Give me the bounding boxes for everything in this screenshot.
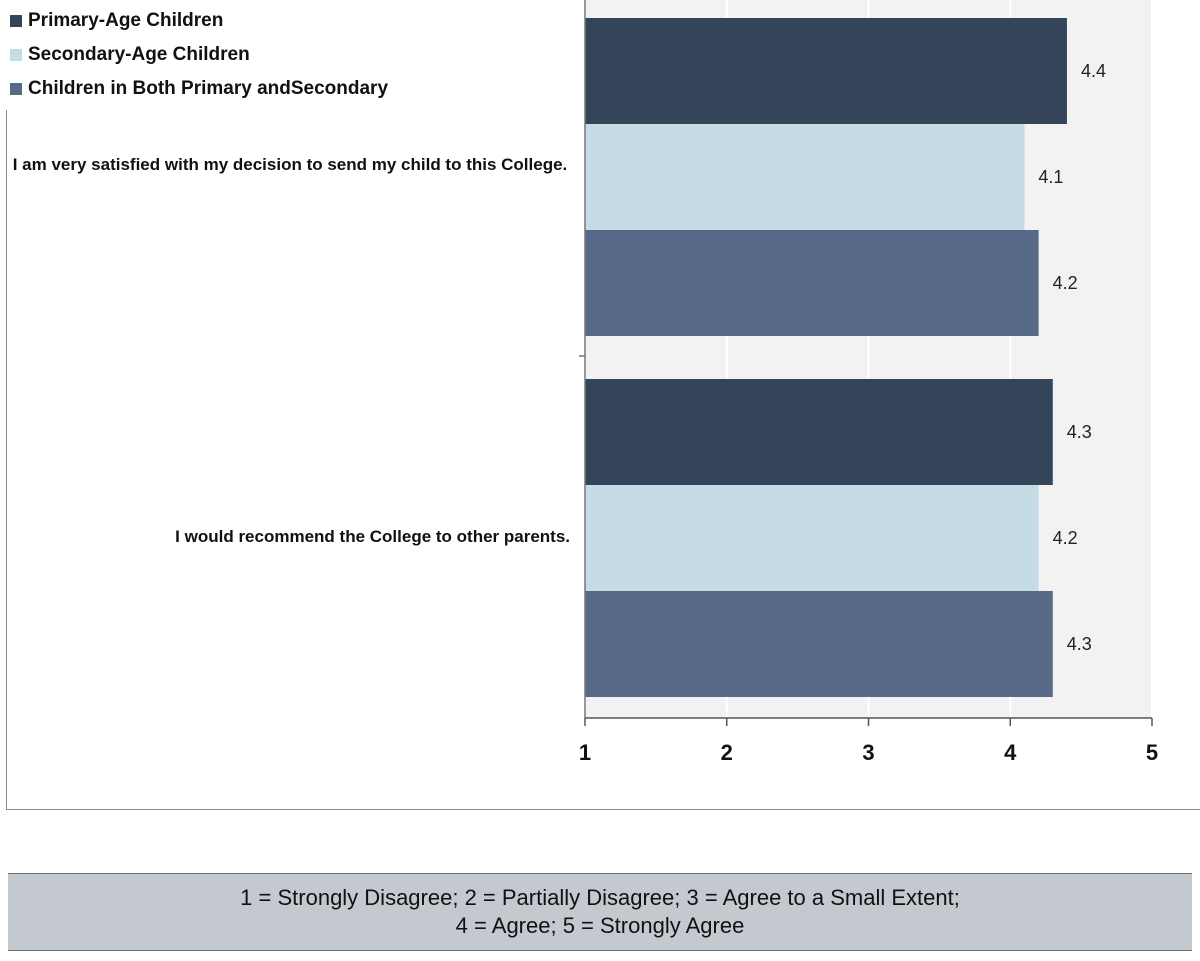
- x-tick-label-3: 4: [1004, 740, 1017, 765]
- chart-frame: [6, 110, 1200, 810]
- legend-item-both: Children in Both Primary andSecondary: [10, 72, 388, 106]
- legend-swatch-secondary: [10, 49, 22, 61]
- data-label-0-2: 4.2: [1053, 273, 1078, 293]
- legend-label-both: Children in Both Primary andSecondary: [28, 78, 389, 99]
- legend-swatch-primary: [10, 15, 22, 27]
- scale-note-line-1: 1 = Strongly Disagree; 2 = Partially Dis…: [240, 885, 960, 910]
- legend-label-primary: Primary-Age Children: [28, 10, 224, 31]
- x-tick-label-0: 1: [579, 740, 591, 765]
- bar-0-0: [585, 18, 1067, 124]
- data-label-1-2: 4.3: [1067, 634, 1092, 654]
- bar-1-0: [585, 379, 1053, 485]
- category-label-satisfied: I am very satisfied with my decision to …: [12, 155, 568, 174]
- scale-note-line-2: 4 = Agree; 5 = Strongly Agree: [455, 913, 745, 938]
- legend-swatch-both: [10, 83, 22, 95]
- data-label-1-1: 4.2: [1053, 528, 1078, 548]
- data-label-0-1: 4.1: [1038, 167, 1063, 187]
- legend-item-primary: Primary-Age Children: [10, 4, 388, 38]
- bar-0-1: [585, 124, 1025, 230]
- bar-1-1: [585, 485, 1039, 591]
- x-tick-label-1: 2: [721, 740, 733, 765]
- data-label-0-0: 4.4: [1081, 61, 1106, 81]
- data-label-1-0: 4.3: [1067, 422, 1092, 442]
- category-label-recommend: I would recommend the College to other p…: [175, 527, 570, 546]
- bar-0-2: [585, 230, 1039, 336]
- x-tick-label-2: 3: [862, 740, 874, 765]
- bar-1-2: [585, 591, 1053, 697]
- legend: Primary-Age Children Secondary-Age Child…: [10, 4, 388, 106]
- legend-item-secondary: Secondary-Age Children: [10, 38, 388, 72]
- x-tick-label-4: 5: [1146, 740, 1158, 765]
- scale-note: 1 = Strongly Disagree; 2 = Partially Dis…: [8, 873, 1192, 951]
- legend-label-secondary: Secondary-Age Children: [28, 44, 250, 65]
- bar-chart: 4.4 4.1 4.2 4.3 4.2 4.3 1 2 3 4 5: [579, 0, 1158, 765]
